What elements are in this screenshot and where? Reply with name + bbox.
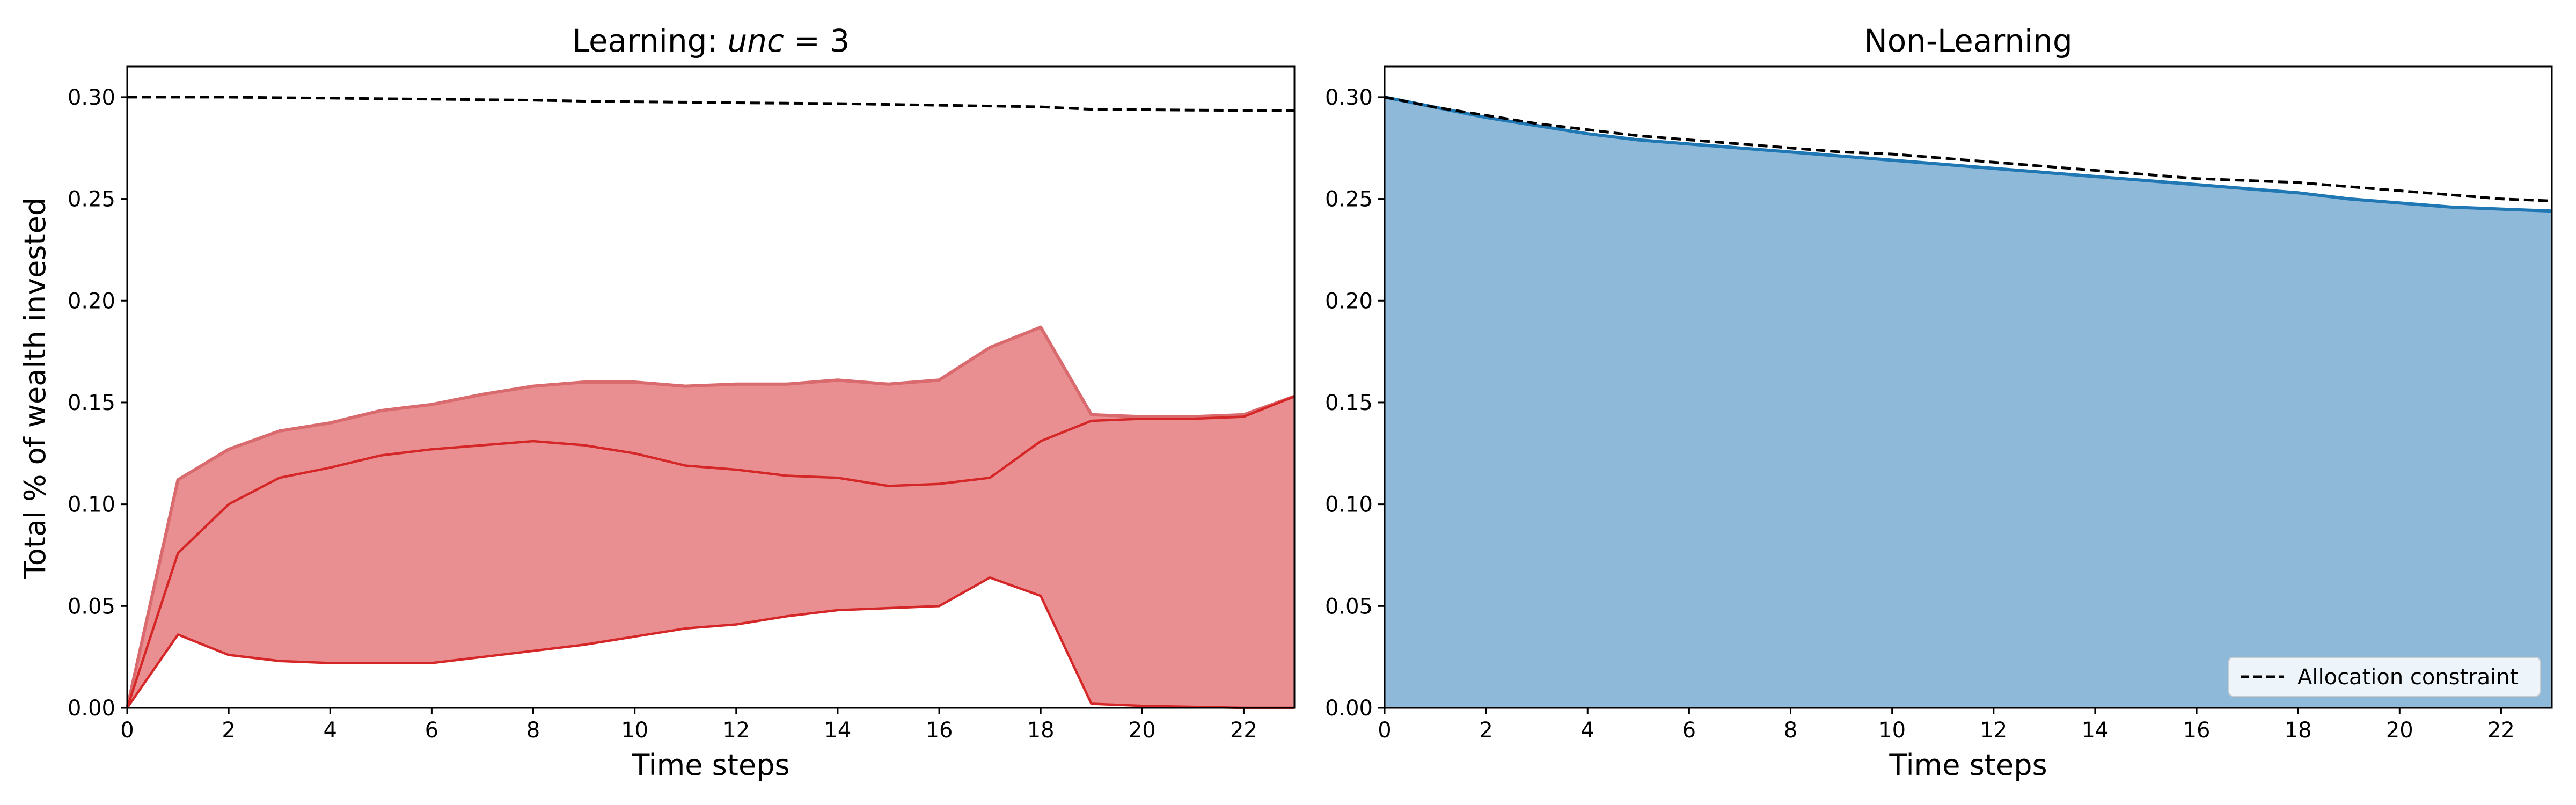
non-learning-investment-line — [1384, 95, 2552, 213]
learning-title-prefix: Learning: — [572, 23, 728, 59]
learning-x-tick-label: 14 — [824, 718, 851, 743]
non-learning-allocation-constraint-line — [1384, 96, 2552, 202]
learning-median-line — [126, 395, 1295, 708]
learning-x-ticks: 0 2 4 6 8 10 12 14 16 18 20 22 — [120, 708, 1257, 743]
non-learning-plot-frame — [1384, 65, 2553, 709]
learning-x-tick-label: 2 — [222, 718, 235, 743]
learning-x-tick-label: 6 — [425, 718, 438, 743]
non-learning-x-tick-label: 8 — [1784, 718, 1797, 743]
learning-x-tick-label: 8 — [526, 718, 540, 743]
non-learning-x-tick-label: 22 — [2487, 718, 2515, 743]
non-learning-x-axis-title: Time steps — [1889, 748, 2047, 782]
non-learning-y-tick-label: 0.30 — [1325, 85, 1373, 110]
non-learning-y-tick-label: 0.25 — [1325, 187, 1373, 212]
learning-y-tick-label: 0.10 — [68, 493, 115, 517]
non-learning-x-tick-label: 4 — [1581, 718, 1594, 743]
learning-y-tick-label: 0.20 — [68, 289, 115, 313]
non-learning-x-tick-label: 6 — [1682, 718, 1696, 743]
learning-y-tick-label: 0.00 — [68, 696, 115, 721]
non-learning-x-tick-label: 14 — [2081, 718, 2109, 743]
learning-title-suffix: = 3 — [784, 23, 850, 59]
learning-x-tick-label: 16 — [926, 718, 953, 743]
non-learning-x-ticks: 0 2 4 6 8 10 12 14 16 18 20 22 — [1378, 708, 2515, 743]
learning-lower-quantile-line — [126, 576, 1294, 709]
non-learning-x-tick-label: 18 — [2285, 718, 2312, 743]
learning-y-tick-label: 0.15 — [68, 391, 115, 415]
learning-x-tick-label: 18 — [1027, 718, 1055, 743]
non-learning-x-tick-label: 2 — [1479, 718, 1492, 743]
learning-upper-quantile-line — [126, 325, 1296, 708]
learning-x-tick-label: 4 — [324, 718, 337, 743]
learning-title-italic: unc — [727, 23, 784, 59]
learning-panel-title: Learning: unc = 3 — [572, 23, 850, 59]
non-learning-x-tick-label: 10 — [1878, 718, 1906, 743]
non-learning-y-tick-label: 0.00 — [1325, 696, 1373, 721]
learning-panel: 0 2 4 6 8 10 12 14 16 18 20 22 0.00 0.05 0.10 0.15 0.20… — [68, 23, 1296, 782]
learning-x-tick-label: 0 — [120, 718, 134, 743]
non-learning-y-tick-label: 0.15 — [1325, 391, 1373, 415]
learning-y-tick-label: 0.25 — [68, 187, 115, 212]
non-learning-x-tick-label: 16 — [2183, 718, 2211, 743]
non-learning-y-tick-label: 0.20 — [1325, 289, 1373, 313]
non-learning-y-tick-label: 0.05 — [1325, 594, 1373, 619]
legend-frame — [2228, 657, 2541, 697]
learning-x-tick-label: 22 — [1230, 718, 1257, 743]
learning-x-axis-title: Time steps — [631, 748, 789, 782]
learning-quantile-band — [127, 327, 1294, 708]
non-learning-panel-title: Non-Learning — [1864, 23, 2072, 59]
non-learning-area — [1385, 97, 2552, 708]
learning-plot-frame — [126, 65, 1296, 709]
learning-y-ticks: 0.00 0.05 0.10 0.15 0.20 0.25 0.30 — [68, 85, 127, 721]
non-learning-y-tick-label: 0.10 — [1325, 493, 1373, 517]
legend-label: Allocation constraint — [2297, 665, 2518, 690]
legend: Allocation constraint — [2228, 657, 2541, 697]
non-learning-x-tick-label: 12 — [1980, 718, 2007, 743]
non-learning-x-tick-label: 0 — [1378, 718, 1391, 743]
learning-y-tick-label: 0.05 — [68, 594, 115, 619]
non-learning-y-ticks: 0.00 0.05 0.10 0.15 0.20 0.25 0.30 — [1325, 85, 1385, 721]
learning-x-tick-label: 20 — [1129, 718, 1156, 743]
learning-x-tick-label: 12 — [722, 718, 750, 743]
non-learning-title-prefix: Non-Learning — [1864, 23, 2072, 59]
y-axis-title: Total % of wealth invested — [18, 197, 52, 579]
learning-y-tick-label: 0.30 — [68, 85, 115, 110]
non-learning-x-tick-label: 20 — [2386, 718, 2413, 743]
learning-allocation-constraint-line — [127, 96, 1294, 112]
learning-x-tick-label: 10 — [621, 718, 648, 743]
non-learning-panel: 0 2 4 6 8 10 12 14 16 18 20 22 0.00 0.05 0.10 0.15 0.20… — [1325, 23, 2553, 782]
